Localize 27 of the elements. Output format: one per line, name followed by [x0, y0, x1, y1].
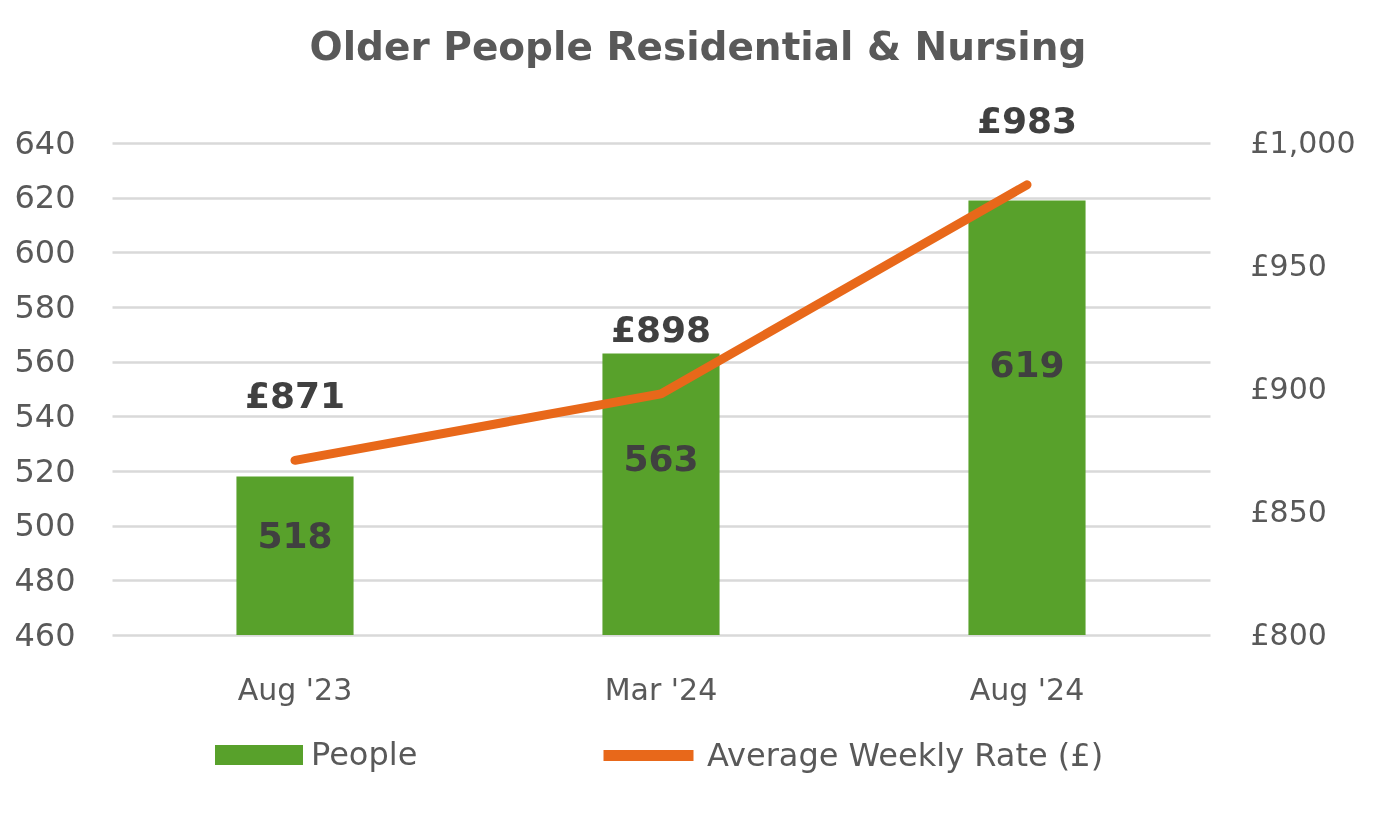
y-tick-label: 540	[14, 396, 76, 435]
data-label: 619	[989, 343, 1065, 385]
y-tick-label: 500	[14, 506, 76, 545]
y2-tick-label: £800	[1250, 616, 1327, 652]
data-label: £898	[610, 308, 712, 350]
y2-tick-label: £950	[1250, 247, 1327, 283]
y-tick-label: 520	[14, 451, 76, 490]
y2-tick-label: £1,000	[1250, 124, 1356, 160]
data-label: 518	[257, 514, 333, 556]
legend-label: People	[311, 735, 418, 773]
x-tick-label: Mar '24	[604, 671, 718, 707]
y-tick-label: 640	[14, 123, 76, 162]
y-tick-label: 580	[14, 287, 76, 326]
y-tick-label: 560	[14, 342, 76, 381]
y-tick-label: 600	[14, 232, 76, 271]
y-tick-label: 460	[14, 615, 76, 654]
data-label: £871	[244, 375, 346, 417]
x-tick-label: Aug '23	[237, 671, 353, 707]
y-tick-label: 620	[14, 178, 76, 217]
data-label: £983	[976, 99, 1078, 141]
x-tick-label: Aug '24	[969, 671, 1085, 707]
legend-label: Average Weekly Rate (£)	[707, 735, 1104, 774]
chart-title: Older People Residential & Nursing	[309, 23, 1087, 69]
data-label: 563	[623, 438, 699, 480]
y2-tick-label: £900	[1250, 370, 1327, 406]
y2-tick-label: £850	[1250, 493, 1327, 529]
y-tick-label: 480	[14, 560, 76, 599]
